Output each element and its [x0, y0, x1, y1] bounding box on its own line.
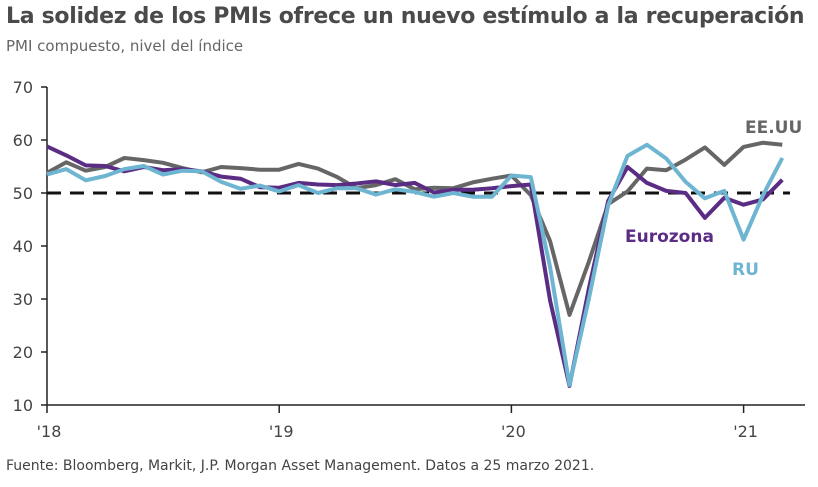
chart-title: La solidez de los PMIs ofrece un nuevo e…: [6, 4, 805, 29]
x-tick-label: '18: [37, 422, 62, 441]
y-tick-label: 60: [13, 131, 33, 150]
series-label: EE.UU: [745, 118, 802, 138]
series-line-ru: [46, 142, 785, 387]
y-tick-label: 10: [13, 396, 33, 415]
chart-subtitle: PMI compuesto, nivel del índice: [6, 37, 244, 55]
source-note: Fuente: Bloomberg, Markit, J.P. Morgan A…: [6, 458, 595, 474]
series-line-eurozona: [46, 144, 784, 388]
series-label: Eurozona: [625, 227, 714, 247]
y-tick-label: 70: [13, 78, 33, 97]
x-tick-label: '20: [501, 422, 526, 441]
y-tick-label: 30: [13, 290, 33, 309]
y-tick-label: 20: [13, 343, 33, 362]
y-tick-label: 50: [13, 184, 33, 203]
y-tick-label: 40: [13, 237, 33, 256]
series-line-eeuu: [46, 140, 783, 317]
series-label: RU: [732, 260, 759, 280]
x-tick-label: '19: [269, 422, 294, 441]
x-tick-label: '21: [733, 422, 758, 441]
